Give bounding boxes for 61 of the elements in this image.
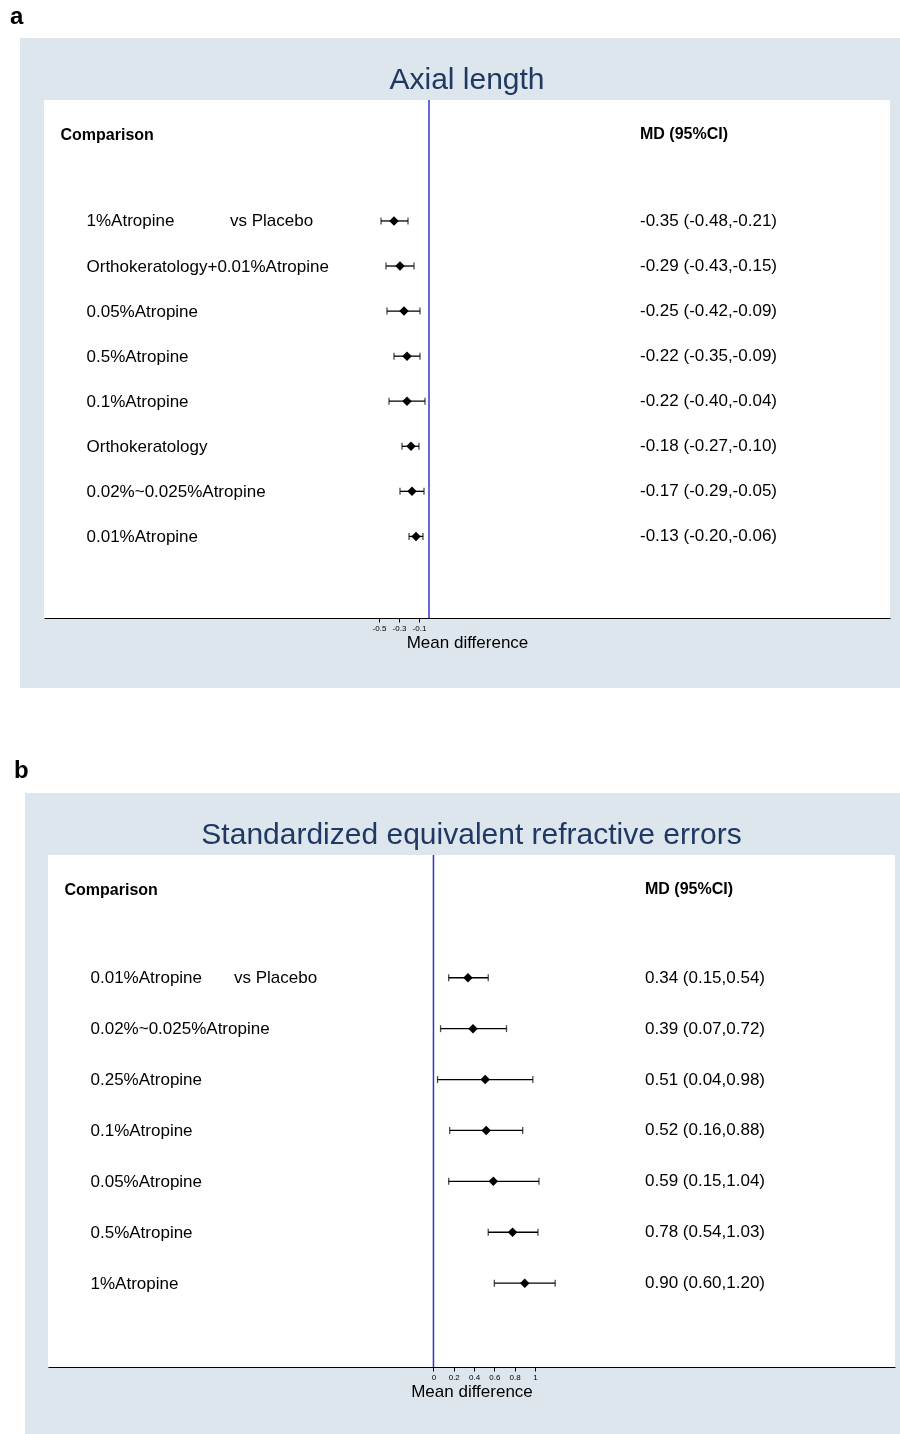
annotation: -0.22 (-0.40,-0.04) (640, 391, 778, 411)
point (468, 1023, 478, 1034)
annotation: 0.78 (0.54,1.03) (645, 1222, 766, 1242)
annotation: 0.39 (0.07,0.72) (645, 1018, 766, 1038)
x-tick-label: 0.8 (509, 1372, 522, 1382)
x-tick-label: -0.5 (372, 623, 387, 633)
y-tick-label: Orthokeratology+0.01%Atropine (86, 256, 329, 276)
chart-title: Axial length (389, 62, 545, 96)
y-tick-label: 0.5%Atropine (90, 1222, 193, 1242)
y-tick-label: 0.1%Atropine (90, 1120, 193, 1140)
annotation: -0.22 (-0.35,-0.09) (640, 346, 778, 366)
point (480, 1074, 490, 1085)
x-tick-label: 0.2 (448, 1372, 461, 1382)
x-tick-label: -0.3 (392, 623, 407, 633)
y-tick-label: 0.02%~0.025%Atropine (90, 1019, 270, 1039)
text: a (10, 2, 24, 30)
point (407, 486, 417, 497)
point (411, 531, 421, 542)
annotation: 0.90 (0.60,1.20) (645, 1273, 766, 1293)
annotation: 0.59 (0.15,1.04) (645, 1171, 766, 1191)
annotation: 0.51 (0.04,0.98) (645, 1069, 766, 1089)
y-tick-label: 0.01%Atropine (86, 526, 199, 546)
y-tick-label: 0.25%Atropine (90, 1070, 203, 1090)
annotation: vs Placebo (230, 210, 314, 230)
text: MD (95%CI) (640, 125, 729, 142)
y-tick-label: 0.02%~0.025%Atropine (86, 481, 266, 501)
annotation: -0.18 (-0.27,-0.10) (640, 436, 778, 456)
y-tick-label: 1%Atropine (86, 211, 175, 231)
text: b (14, 756, 29, 784)
x-tick-label: 0 (431, 1372, 437, 1382)
x-tick-label: 0.4 (468, 1372, 481, 1382)
y-tick-label: 1%Atropine (90, 1273, 179, 1293)
annotation: -0.25 (-0.42,-0.09) (640, 301, 778, 321)
x-tick-label: -0.1 (412, 623, 427, 633)
x-axis-title: Mean difference (406, 632, 529, 652)
point (520, 1278, 530, 1288)
y-tick-label: 0.01%Atropine (90, 968, 203, 988)
point (507, 1227, 518, 1238)
point (463, 972, 473, 983)
y-tick-label: 0.05%Atropine (86, 301, 199, 321)
y-tick-label: 0.05%Atropine (90, 1171, 203, 1191)
y-axis-title: Comparison (64, 880, 158, 898)
chart-title: Standardized equivalent refractive errors (201, 817, 742, 851)
point (481, 1125, 491, 1136)
annotation: -0.35 (-0.48,-0.21) (640, 210, 778, 230)
y-tick-label: Orthokeratology (86, 436, 208, 456)
annotation: 0.34 (0.15,0.54) (645, 967, 766, 987)
annotation: vs Placebo (234, 967, 318, 987)
y-axis-title: Comparison (60, 125, 154, 143)
text: MD (95%CI) (645, 880, 734, 897)
y-tick-label: 0.5%Atropine (86, 346, 189, 366)
point (406, 441, 416, 452)
y-tick-label: 0.1%Atropine (86, 391, 189, 411)
x-axis-title: Mean difference (411, 1381, 533, 1401)
x-tick-label: 1 (533, 1372, 539, 1382)
annotation: -0.13 (-0.20,-0.06) (640, 526, 778, 546)
annotation: -0.29 (-0.43,-0.15) (640, 256, 778, 276)
x-tick-label: 0.6 (489, 1372, 501, 1382)
annotation: -0.17 (-0.29,-0.05) (640, 481, 778, 501)
annotation: 0.52 (0.16,0.88) (645, 1120, 766, 1140)
point (488, 1176, 499, 1187)
